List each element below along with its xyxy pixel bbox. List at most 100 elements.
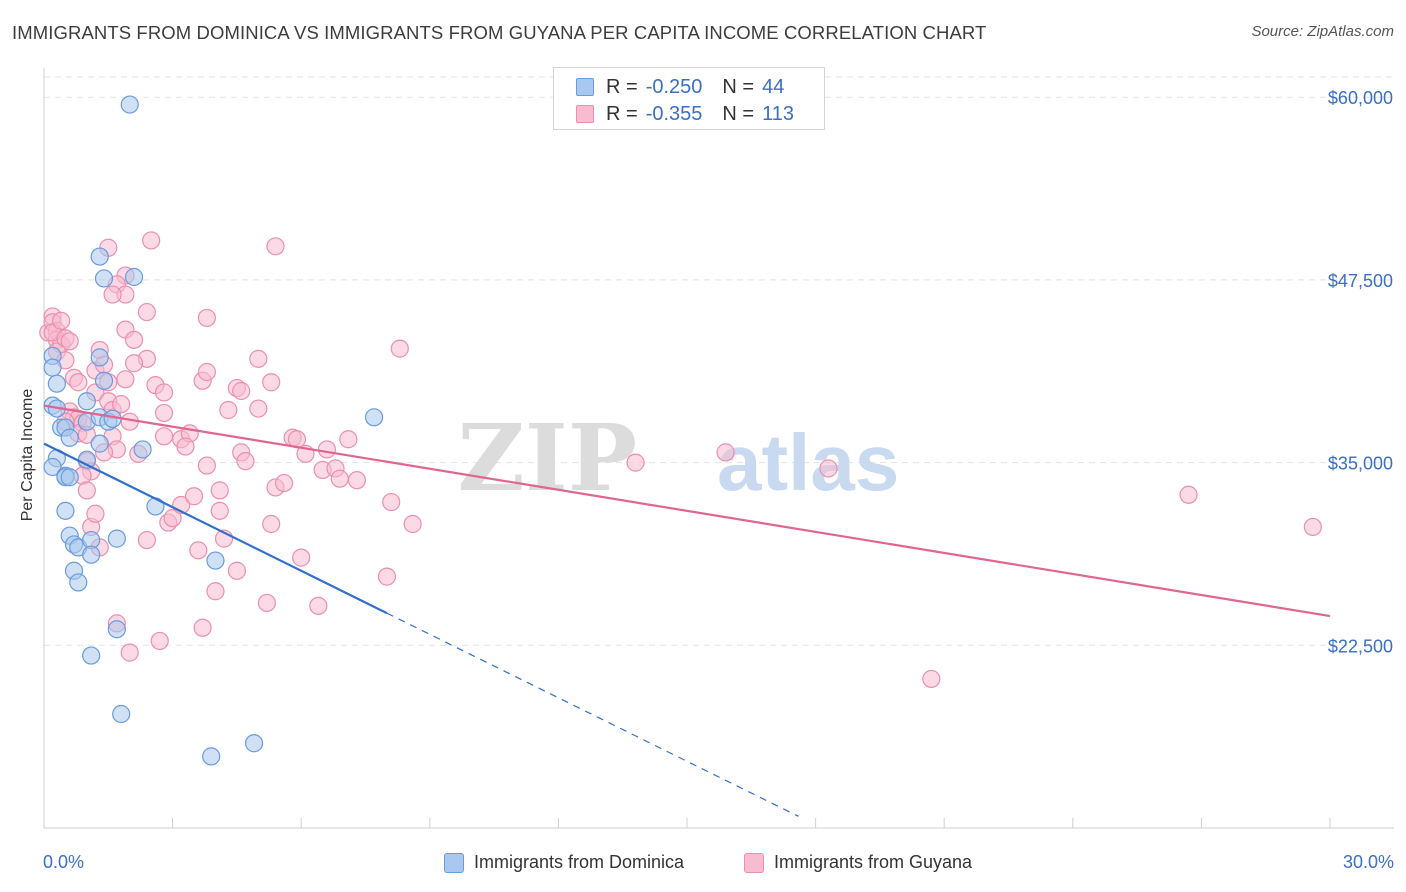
series-swatch-guyana (744, 852, 764, 873)
dominica-point (244, 734, 264, 753)
y-tick-label: $35,000 (1328, 454, 1393, 474)
series-legend-guyana: Immigrants from Guyana (744, 852, 972, 873)
legend-swatch-dominica (576, 78, 594, 96)
dominica-trend-extension (386, 612, 799, 817)
dominica-point (112, 704, 131, 724)
guyana-point (124, 330, 144, 349)
guyana-point (210, 501, 229, 520)
y-tick-labels: $22,500 $35,000 $47,500 $60,000 (1328, 88, 1393, 656)
y-tick-label: $22,500 (1328, 636, 1393, 656)
dominica-point (107, 529, 126, 548)
guyana-point (206, 582, 225, 601)
guyana-point (1179, 485, 1198, 504)
dominica-point (206, 551, 225, 570)
legend-row-dominica: R = -0.250 N = 44 (554, 73, 784, 101)
guyana-point (330, 469, 349, 488)
x-axis-min-label: 0.0% (43, 852, 85, 872)
guyana-point (150, 631, 169, 651)
guyana-point (626, 453, 645, 472)
guyana-point (124, 354, 144, 373)
dominica-point (47, 374, 66, 393)
guyana-point (60, 332, 79, 351)
watermark-atlas: atlas (717, 418, 899, 507)
series-legend: Immigrants from Dominica Immigrants from… (0, 852, 1406, 878)
guyana-point (69, 373, 88, 392)
dominica-point (90, 434, 109, 453)
guyana-point (227, 561, 246, 580)
guyana-point (347, 471, 367, 490)
guyana-point (193, 618, 212, 637)
guyana-point (86, 504, 105, 523)
guyana-point (116, 370, 135, 389)
dominica-point (107, 620, 126, 639)
guyana-point (236, 452, 255, 471)
guyana-point (922, 669, 941, 689)
guyana-points (39, 231, 1322, 689)
dominica-point (43, 457, 62, 477)
guyana-point (339, 430, 358, 449)
guyana-point (403, 514, 422, 534)
legend-n-value: 113 (762, 102, 794, 125)
guyana-point (274, 473, 294, 493)
y-tick-label: $60,000 (1328, 88, 1393, 108)
guyana-point (197, 308, 216, 328)
dominica-point (94, 269, 114, 288)
guyana-point (382, 492, 401, 512)
dominica-point (69, 573, 88, 592)
dominica-point (120, 95, 139, 114)
dominica-point (364, 408, 384, 427)
guyana-point (262, 514, 281, 534)
dominica-point (77, 392, 96, 411)
legend-r-label: R = (606, 75, 638, 98)
dominica-point (56, 501, 75, 520)
x-axis-max-label: 30.0% (1342, 852, 1394, 872)
legend-n-label: N = (722, 75, 755, 98)
y-tick-label: $47,500 (1328, 271, 1393, 291)
guyana-point (266, 237, 285, 256)
guyana-point (184, 487, 204, 506)
guyana-point (176, 437, 195, 456)
gridlines (44, 76, 1394, 646)
guyana-point (262, 373, 281, 392)
guyana-point (390, 339, 409, 358)
guyana-point (210, 481, 229, 500)
dominica-point (94, 371, 114, 390)
dominica-point (133, 440, 152, 459)
dominica-point (90, 247, 109, 266)
y-axis-label: Per Capita Income (19, 388, 36, 522)
axes (43, 68, 1394, 829)
dominica-point (124, 267, 144, 287)
guyana-point (154, 403, 174, 423)
legend-row-guyana: R = -0.355 N = 113 (554, 100, 794, 128)
legend-swatch-guyana (576, 105, 594, 123)
guyana-point (197, 362, 216, 382)
guyana-point (137, 302, 156, 322)
dominica-points (43, 95, 384, 766)
dominica-trend-line (43, 442, 388, 615)
legend-n-label: N = (722, 102, 755, 125)
dominica-point (202, 747, 221, 766)
guyana-point (112, 395, 131, 414)
dominica-point (43, 358, 62, 377)
legend-r-value: -0.250 (645, 75, 703, 98)
guyana-point (249, 399, 268, 418)
guyana-point (154, 427, 174, 446)
legend-n-value: 44 (762, 75, 785, 98)
guyana-point (154, 383, 174, 402)
dominica-point (90, 348, 109, 367)
guyana-point (189, 541, 208, 560)
guyana-point (716, 443, 735, 462)
guyana-point (309, 596, 328, 615)
source-label: Source: ZipAtlas.com (1251, 23, 1394, 40)
dominica-point (82, 545, 101, 564)
watermark: ZIP atlas (458, 404, 900, 512)
guyana-point (137, 530, 156, 550)
guyana-point (120, 643, 139, 662)
legend-r-label: R = (606, 102, 638, 125)
watermark-zip: ZIP (458, 404, 637, 512)
guyana-point (197, 456, 216, 475)
legend-r-value: -0.355 (645, 102, 703, 125)
guyana-point (249, 349, 268, 368)
dominica-point (60, 468, 79, 487)
